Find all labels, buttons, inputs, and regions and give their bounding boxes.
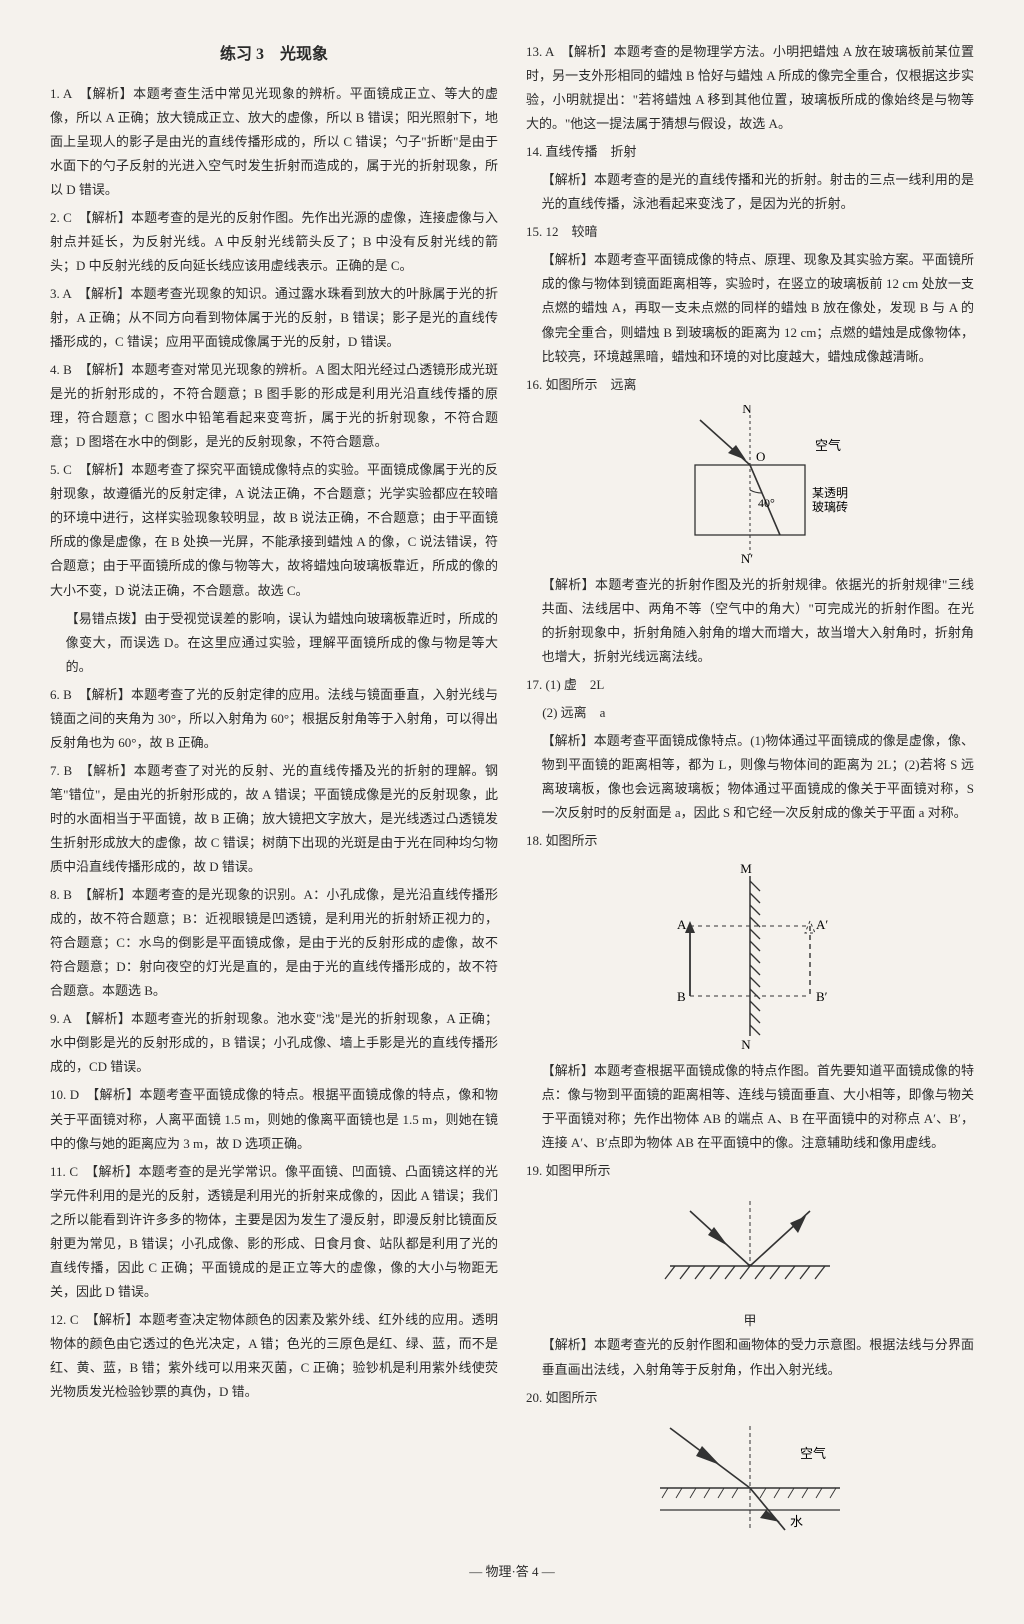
q16: 16. 如图所示 远离 [526,373,974,397]
q17-analysis: 【解析】本题考查平面镜成像特点。(1)物体通过平面镜成的像是虚像，像、物到平面镜… [526,729,974,825]
q2: 2. C 【解析】本题考查的是光的反射作图。先作出光源的虚像，连接虚像与入射点并… [50,206,498,278]
q6: 6. B 【解析】本题考查了光的反射定律的应用。法线与镜面垂直，入射光线与镜面之… [50,683,498,755]
diagram19-label: 甲 [526,1309,974,1333]
q13: 13. A 【解析】本题考查的是物理学方法。小明把蜡烛 A 放在玻璃板前某位置时… [526,40,974,136]
q3: 3. A 【解析】本题考查光现象的知识。通过露水珠看到放大的叶脉属于光的折射，A… [50,282,498,354]
q15: 15. 12 较暗 [526,220,974,244]
label-air: 空气 [815,438,841,453]
q5: 5. C 【解析】本题考查了探究平面镜成像特点的实验。平面镜成像属于光的反射现象… [50,458,498,602]
label-N2: N′ [741,551,753,565]
label-A: A [677,917,687,932]
q16-analysis: 【解析】本题考查光的折射作图及光的折射规律。依据光的折射规律"三线共面、法线居中… [526,573,974,669]
label-O: O [756,449,765,464]
q14: 14. 直线传播 折射 [526,140,974,164]
label-B2: B′ [816,989,828,1004]
diagram-q16: N N′ O 40° 空气 某透明 玻璃砖 [640,405,860,565]
q12: 12. C 【解析】本题考查决定物体颜色的因素及紫外线、红外线的应用。透明物体的… [50,1308,498,1404]
q20: 20. 如图所示 [526,1386,974,1410]
q15-analysis: 【解析】本题考查平面镜成像的特点、原理、现象及其实验方案。平面镜所成的像与物体到… [526,248,974,368]
q17b: (2) 远离 a [526,701,974,725]
q9: 9. A 【解析】本题考查光的折射现象。池水变"浅"是光的折射现象，A 正确；水… [50,1007,498,1079]
q18-analysis: 【解析】本题考查根据平面镜成像的特点作图。首先要知道平面镜成像的特点：像与物到平… [526,1059,974,1155]
label-angle: 40° [758,496,775,510]
diagram-q18: M N A B A′ B′ [635,861,865,1051]
q4: 4. B 【解析】本题考查对常见光现象的辨析。A 图太阳光经过凸透镜形成光斑是光… [50,358,498,454]
q5-tip: 【易错点拨】由于受视觉误差的影响，误认为蜡烛向玻璃板靠近时，所成的像变大，而误选… [50,607,498,679]
section-title: 练习 3 光现象 [50,40,498,70]
q10: 10. D 【解析】本题考查平面镜成像的特点。根据平面镜成像的特点，像和物关于平… [50,1083,498,1155]
q14-analysis: 【解析】本题考查的是光的直线传播和光的折射。射击的三点一线利用的是光的直线传播，… [526,168,974,216]
q18: 18. 如图所示 [526,829,974,853]
label-glass2: 玻璃砖 [812,499,848,514]
q1: 1. A 【解析】本题考查生活中常见光现象的辨析。平面镜成正立、等大的虚像，所以… [50,82,498,202]
q8: 8. B 【解析】本题考查的是光现象的识别。A：小孔成像，是光沿直线传播形成的，… [50,883,498,1003]
label-water-20: 水 [790,1514,803,1529]
diagram-q19 [650,1191,850,1301]
label-glass: 某透明 [812,486,848,500]
label-air-20: 空气 [800,1446,826,1461]
label-A2: A′ [816,917,828,932]
q17a: 17. (1) 虚 2L [526,673,974,697]
label-N: N [742,405,752,416]
q19-analysis: 【解析】本题考查光的反射作图和画物体的受力示意图。根据法线与分界面垂直画出法线，… [526,1333,974,1381]
q19: 19. 如图甲所示 [526,1159,974,1183]
q7: 7. B 【解析】本题考查了对光的反射、光的直线传播及光的折射的理解。钢笔"错位… [50,759,498,879]
page-footer: — 物理·答 4 — [50,1560,974,1584]
diagram-q20: 空气 水 [640,1418,860,1538]
label-N: N [741,1037,751,1051]
label-B: B [677,989,686,1004]
q11: 11. C 【解析】本题考查的是光学常识。像平面镜、凹面镜、凸面镜这样的光学元件… [50,1160,498,1304]
label-M: M [740,861,752,876]
